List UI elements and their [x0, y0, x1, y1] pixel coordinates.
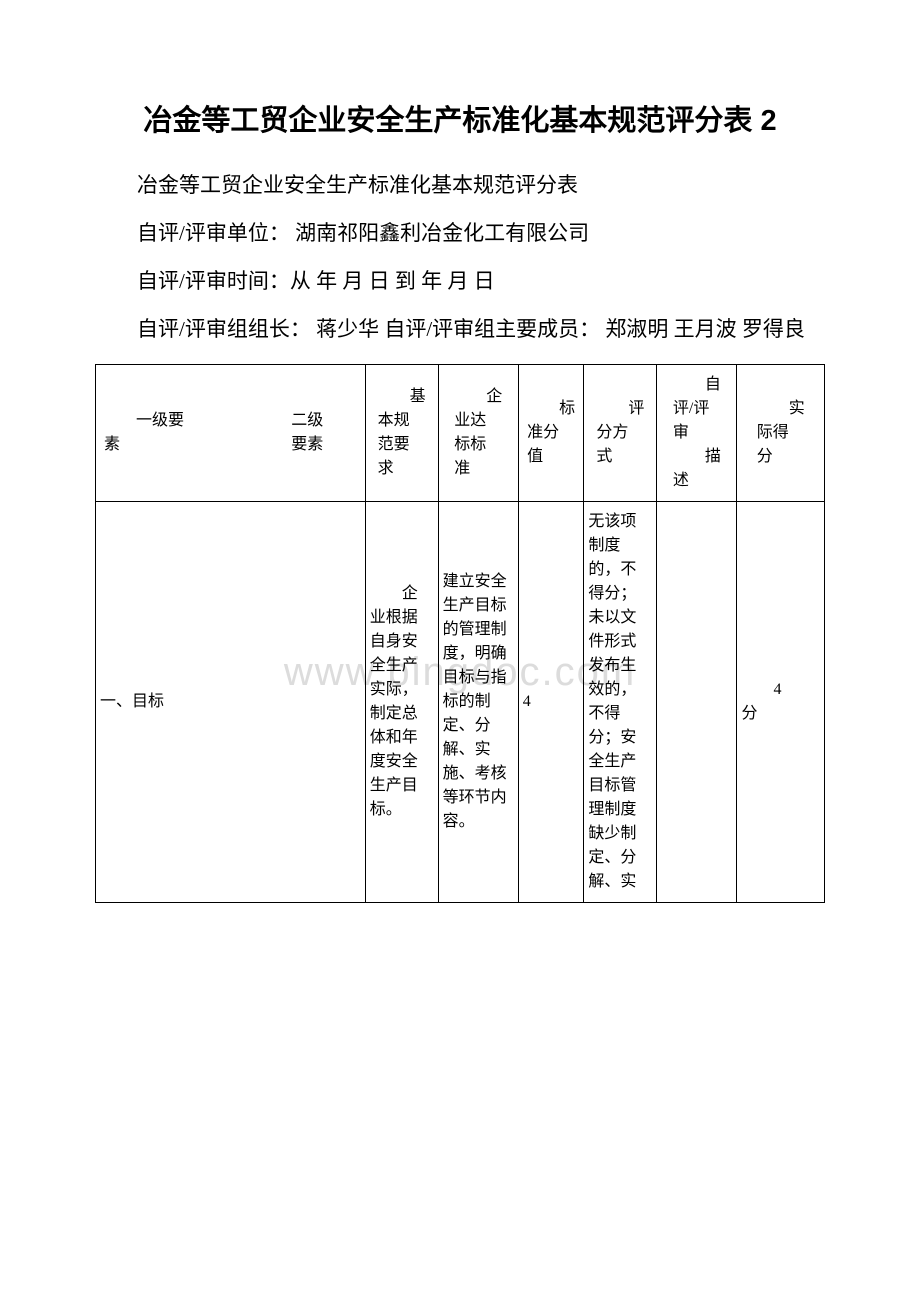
scoring-table: 一级要素二级要素 二级要素 基本规范要求 企业达标标准 标准分值 评分方式 自评… [95, 364, 825, 903]
header-actual: 实际得分 [737, 364, 825, 501]
table-row: 一、目标 企业根据自身安全生产实际，制定总体和年度安全生产目标。 建立安全生产目… [96, 501, 825, 902]
table-header-row: 一级要素二级要素 二级要素 基本规范要求 企业达标标准 标准分值 评分方式 自评… [96, 364, 825, 501]
cell-score: 4 [518, 501, 584, 902]
cell-requirement: 企业根据自身安全生产实际，制定总体和年度安全生产目标。 [365, 501, 438, 902]
header-level1-2: 一级要素二级要素 [96, 364, 366, 501]
intro-line-4: 自评/评审组组长： 蒋少华 自评/评审组主要成员： 郑淑明 王月波 罗得良 [95, 308, 825, 350]
cell-level1: 一、目标 [96, 501, 366, 902]
cell-standard: 建立安全生产目标的管理制度，明确目标与指标的制定、分解、实施、考核等环节内容。 [438, 501, 518, 902]
cell-description [657, 501, 737, 902]
cell-method: 无该项制度的，不得分；未以文件形式发布生效的，不得分；安全生产目标管理制度缺少制… [584, 501, 657, 902]
intro-line-2: 自评/评审单位： 湖南祁阳鑫利冶金化工有限公司 [95, 212, 825, 254]
header-standard: 企业达标标准 [438, 364, 518, 501]
header-requirement: 基本规范要求 [365, 364, 438, 501]
header-score: 标准分值 [518, 364, 584, 501]
document-title: 冶金等工贸企业安全生产标准化基本规范评分表 2 [95, 100, 825, 144]
header-description: 自评/评审 描述 [657, 364, 737, 501]
intro-line-3: 自评/评审时间：从 年 月 日 到 年 月 日 [95, 260, 825, 302]
content-wrapper: 冶金等工贸企业安全生产标准化基本规范评分表 2 冶金等工贸企业安全生产标准化基本… [95, 100, 825, 903]
header-method: 评分方式 [584, 364, 657, 501]
intro-line-1: 冶金等工贸企业安全生产标准化基本规范评分表 [95, 164, 825, 206]
cell-actual: 4分 [737, 501, 825, 902]
